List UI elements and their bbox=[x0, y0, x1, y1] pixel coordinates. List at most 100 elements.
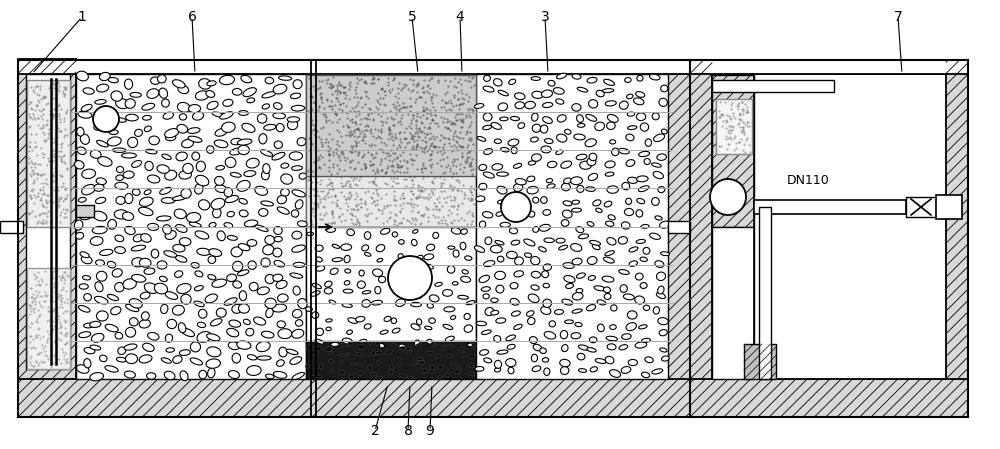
Ellipse shape bbox=[564, 178, 572, 184]
Ellipse shape bbox=[500, 117, 508, 121]
Ellipse shape bbox=[462, 352, 465, 357]
Ellipse shape bbox=[212, 279, 227, 287]
Ellipse shape bbox=[290, 357, 302, 365]
Ellipse shape bbox=[122, 212, 134, 220]
Ellipse shape bbox=[239, 210, 248, 217]
Ellipse shape bbox=[84, 323, 94, 328]
Ellipse shape bbox=[326, 227, 336, 233]
Ellipse shape bbox=[649, 74, 660, 80]
Circle shape bbox=[388, 256, 432, 300]
Ellipse shape bbox=[165, 128, 179, 138]
Ellipse shape bbox=[619, 101, 628, 109]
Ellipse shape bbox=[557, 73, 567, 79]
Ellipse shape bbox=[561, 220, 569, 226]
Ellipse shape bbox=[331, 369, 334, 373]
Ellipse shape bbox=[230, 172, 241, 177]
Ellipse shape bbox=[467, 343, 474, 347]
Ellipse shape bbox=[293, 262, 305, 268]
Ellipse shape bbox=[575, 322, 582, 326]
Bar bbox=[744, 344, 776, 379]
Ellipse shape bbox=[460, 242, 466, 250]
Ellipse shape bbox=[635, 342, 647, 348]
Ellipse shape bbox=[531, 77, 540, 80]
Ellipse shape bbox=[589, 337, 597, 343]
Ellipse shape bbox=[292, 190, 305, 197]
Ellipse shape bbox=[190, 342, 201, 352]
Ellipse shape bbox=[445, 344, 453, 347]
Ellipse shape bbox=[619, 270, 629, 274]
Ellipse shape bbox=[199, 370, 207, 379]
Ellipse shape bbox=[82, 169, 96, 179]
Ellipse shape bbox=[329, 300, 336, 304]
Ellipse shape bbox=[116, 175, 123, 180]
Ellipse shape bbox=[557, 134, 567, 142]
Ellipse shape bbox=[277, 360, 284, 366]
Ellipse shape bbox=[635, 273, 643, 280]
Ellipse shape bbox=[91, 334, 104, 342]
Ellipse shape bbox=[208, 256, 216, 264]
Ellipse shape bbox=[543, 264, 552, 271]
Ellipse shape bbox=[99, 72, 110, 80]
Ellipse shape bbox=[490, 245, 502, 253]
Ellipse shape bbox=[560, 359, 570, 367]
Ellipse shape bbox=[445, 336, 454, 341]
Ellipse shape bbox=[594, 286, 605, 291]
Ellipse shape bbox=[80, 134, 89, 144]
Ellipse shape bbox=[618, 148, 629, 154]
Bar bbox=[476, 74, 668, 379]
Ellipse shape bbox=[111, 91, 122, 101]
Ellipse shape bbox=[607, 238, 616, 245]
Ellipse shape bbox=[208, 274, 216, 280]
Ellipse shape bbox=[259, 134, 267, 144]
Ellipse shape bbox=[290, 273, 303, 278]
Bar bbox=[712, 80, 834, 92]
Ellipse shape bbox=[342, 338, 352, 344]
Ellipse shape bbox=[514, 271, 523, 277]
Ellipse shape bbox=[560, 366, 569, 374]
Ellipse shape bbox=[547, 184, 555, 189]
Ellipse shape bbox=[84, 359, 91, 368]
Ellipse shape bbox=[332, 244, 340, 248]
Ellipse shape bbox=[379, 343, 385, 348]
Ellipse shape bbox=[154, 283, 168, 294]
Ellipse shape bbox=[306, 345, 312, 350]
Ellipse shape bbox=[562, 299, 573, 305]
Ellipse shape bbox=[161, 198, 175, 203]
Ellipse shape bbox=[183, 163, 193, 174]
Bar bbox=[716, 99, 752, 154]
Ellipse shape bbox=[369, 341, 372, 344]
Ellipse shape bbox=[384, 317, 391, 321]
Ellipse shape bbox=[497, 172, 508, 176]
Ellipse shape bbox=[237, 270, 249, 276]
Ellipse shape bbox=[81, 256, 92, 264]
Ellipse shape bbox=[605, 172, 614, 176]
Ellipse shape bbox=[222, 122, 235, 132]
Ellipse shape bbox=[165, 170, 177, 180]
Ellipse shape bbox=[528, 294, 539, 303]
Ellipse shape bbox=[77, 147, 86, 154]
Ellipse shape bbox=[498, 90, 508, 96]
Ellipse shape bbox=[325, 281, 332, 287]
Ellipse shape bbox=[587, 158, 596, 166]
Ellipse shape bbox=[577, 87, 588, 92]
Ellipse shape bbox=[636, 210, 643, 217]
Ellipse shape bbox=[565, 320, 573, 324]
Text: 1: 1 bbox=[78, 10, 86, 24]
Ellipse shape bbox=[495, 271, 505, 280]
Ellipse shape bbox=[433, 344, 436, 347]
Ellipse shape bbox=[358, 371, 363, 375]
Ellipse shape bbox=[443, 290, 452, 296]
Ellipse shape bbox=[495, 368, 501, 372]
Ellipse shape bbox=[435, 282, 442, 286]
Ellipse shape bbox=[553, 88, 564, 94]
Ellipse shape bbox=[444, 307, 455, 312]
Ellipse shape bbox=[205, 294, 217, 303]
Ellipse shape bbox=[286, 349, 298, 355]
Ellipse shape bbox=[274, 227, 282, 234]
Ellipse shape bbox=[429, 318, 435, 323]
Ellipse shape bbox=[263, 164, 270, 174]
Ellipse shape bbox=[257, 287, 269, 295]
Ellipse shape bbox=[349, 375, 354, 379]
Ellipse shape bbox=[293, 286, 300, 295]
Ellipse shape bbox=[90, 237, 103, 246]
